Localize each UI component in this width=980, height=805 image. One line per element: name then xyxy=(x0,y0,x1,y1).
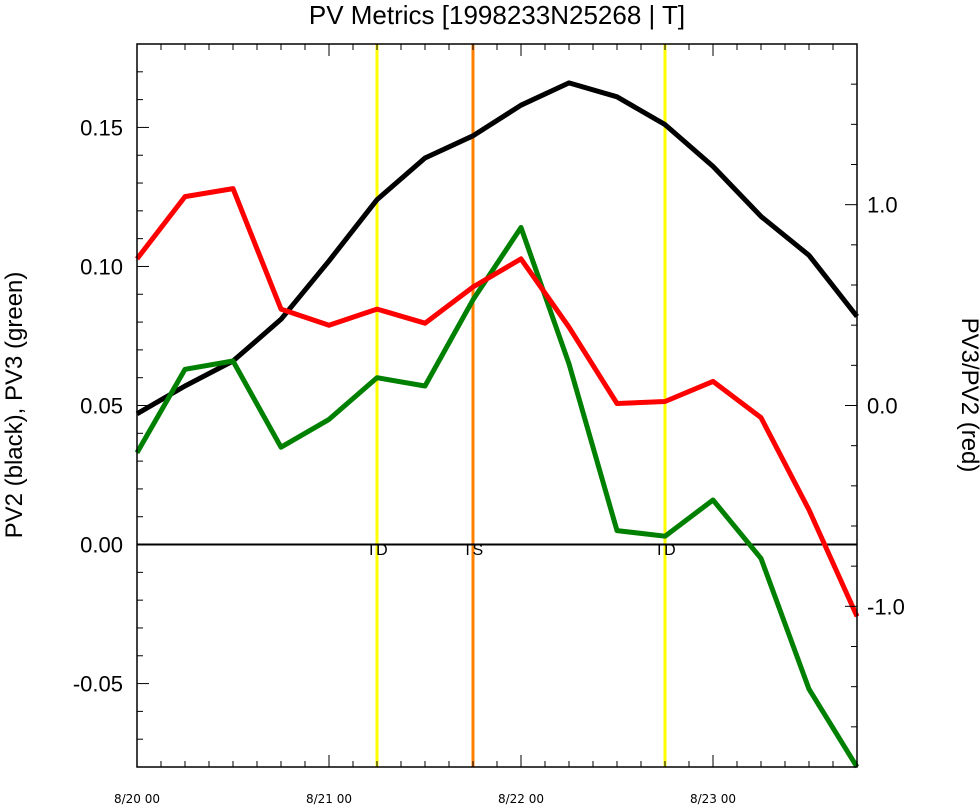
y-axis-ticks-left: -0.05 0.00 0.05 0.10 0.15 xyxy=(73,43,149,768)
y-right-tick-label-2: 1.0 xyxy=(867,193,898,218)
chart-title: PV Metrics [1998233N25268 | T] xyxy=(309,0,685,30)
y-left-tick-label-2: 0.05 xyxy=(80,394,123,419)
y-left-tick-label-3: 0.10 xyxy=(80,254,123,279)
x-tick-label-3: 8/23 00 xyxy=(690,792,736,805)
y-axis-label-right: PV3/PV2 (red) xyxy=(956,318,980,473)
x-tick-label-0: 8/20 00 xyxy=(114,792,160,805)
event-marker-label-0: TD xyxy=(366,542,387,559)
y-left-tick-label-1: 0.00 xyxy=(80,533,123,558)
y-right-tick-label-1: 0.0 xyxy=(867,394,898,419)
x-tick-label-2: 8/22 00 xyxy=(498,792,544,805)
y-axis-ticks-right: -1.0 0.0 1.0 xyxy=(845,43,905,768)
x-axis-ticks: 8/20 00 8/21 00 8/22 00 8/23 00 xyxy=(114,44,858,805)
series-line-1 xyxy=(134,225,860,769)
event-marker-label-1: TS xyxy=(463,542,483,559)
series-lines xyxy=(134,80,860,769)
x-tick-label-1: 8/21 00 xyxy=(306,792,352,805)
y-right-tick-label-0: -1.0 xyxy=(867,594,905,619)
y-left-tick-label-0: -0.05 xyxy=(73,672,123,697)
series-line-0 xyxy=(135,80,859,416)
event-marker-labels: TD TS TD xyxy=(366,542,675,559)
y-left-tick-label-4: 0.15 xyxy=(80,115,123,140)
event-marker-lines xyxy=(375,44,667,767)
event-marker-label-2: TD xyxy=(654,542,675,559)
series-line-2 xyxy=(135,186,860,618)
y-axis-label-left: PV2 (black), PV3 (green) xyxy=(1,272,28,539)
